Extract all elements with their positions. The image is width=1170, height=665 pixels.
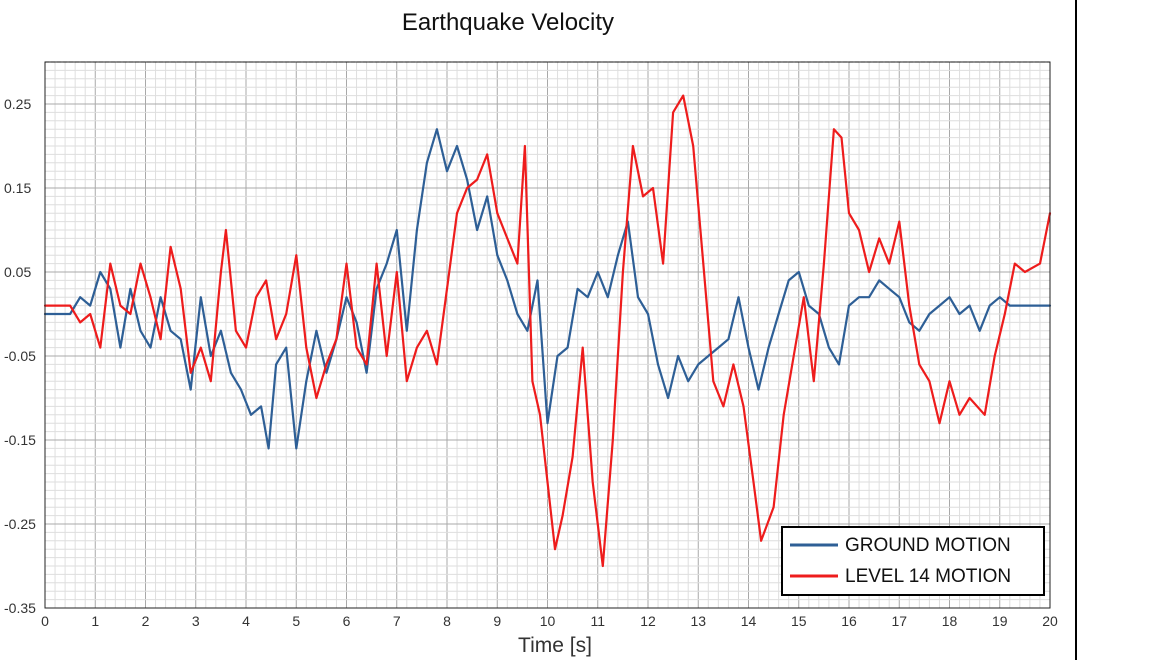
series-line-level-14-motion <box>43 94 1052 568</box>
x-tick-label: 9 <box>493 613 501 629</box>
x-tick-label: 0 <box>41 613 49 629</box>
x-tick-label: 3 <box>192 613 200 629</box>
grid-layer <box>44 61 1051 609</box>
y-tick-label: 0.25 <box>4 96 31 112</box>
chart-title: Earthquake Velocity <box>402 9 614 36</box>
tick-labels: 0 1 2 3 4 5 6 7 8 9 10 11 12 13 14 15 16 17 18 19 200.250.15… <box>4 96 1058 629</box>
y-tick-label: -0.25 <box>4 516 36 532</box>
y-tick-label: -0.05 <box>4 348 36 364</box>
y-tick-label: -0.35 <box>4 600 36 616</box>
x-tick-label: 14 <box>741 613 757 629</box>
x-tick-label: 13 <box>690 613 706 629</box>
plot-frame <box>44 61 1051 609</box>
legend-label-level-14-motion: LEVEL 14 MOTION <box>845 566 1011 587</box>
x-tick-label: 11 <box>590 613 605 629</box>
x-axis-label: Time [s] <box>518 634 592 657</box>
x-tick-label: 1 <box>91 613 99 629</box>
legend-box <box>781 526 1045 596</box>
legend-label-ground-motion: GROUND MOTION <box>845 535 1011 556</box>
x-tick-label: 2 <box>142 613 150 629</box>
series-line-ground-motion <box>43 128 1052 450</box>
x-tick-label: 20 <box>1042 613 1058 629</box>
right-border-line <box>1075 0 1077 660</box>
x-tick-label: 16 <box>841 613 857 629</box>
x-tick-label: 5 <box>292 613 300 629</box>
x-tick-label: 7 <box>393 613 401 629</box>
legend: GROUND MOTION LEVEL 14 MOTION <box>781 526 1045 596</box>
x-tick-label: 15 <box>791 613 807 629</box>
x-tick-label: 10 <box>540 613 556 629</box>
y-tick-label: 0.05 <box>4 264 31 280</box>
y-tick-label: -0.15 <box>4 432 36 448</box>
series-layer <box>43 94 1052 568</box>
x-tick-label: 19 <box>992 613 1008 629</box>
x-tick-label: 17 <box>891 613 907 629</box>
y-tick-label: 0.15 <box>4 180 31 196</box>
x-tick-label: 4 <box>242 613 250 629</box>
x-tick-label: 8 <box>443 613 451 629</box>
x-tick-label: 12 <box>640 613 656 629</box>
x-tick-label: 18 <box>942 613 958 629</box>
x-tick-label: 6 <box>343 613 351 629</box>
